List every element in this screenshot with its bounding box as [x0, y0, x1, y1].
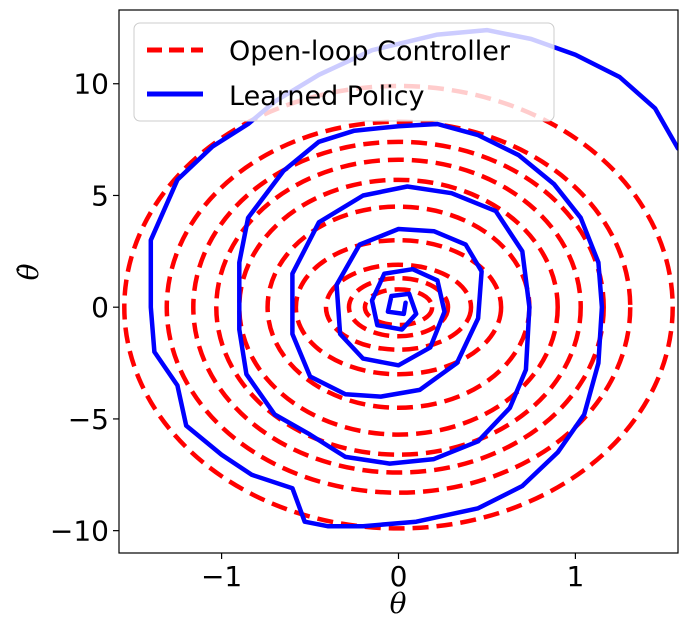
y-tick-label: 10 — [73, 68, 109, 101]
open-loop-orbit-8 — [323, 262, 474, 352]
learned-policy-trajectory — [148, 27, 678, 529]
plot-area — [122, 27, 678, 531]
legend: Open-loop Controller Learned Policy — [133, 22, 555, 122]
open-loop-orbit-10 — [362, 287, 435, 328]
x-tick-label: 1 — [566, 560, 584, 593]
legend-label-learned-policy: Learned Policy — [229, 81, 424, 112]
open-loop-orbit-3 — [191, 139, 606, 475]
y-tick-label: −5 — [68, 403, 109, 436]
y-tick-label: 5 — [91, 179, 109, 212]
y-tick-label: 0 — [91, 291, 109, 324]
y-axis-label: θ̇ — [12, 263, 45, 280]
open-loop-orbit-9 — [346, 275, 451, 339]
open-loop-orbit-6 — [265, 204, 532, 411]
x-tick-label: −1 — [201, 560, 242, 593]
open-loop-orbit-7 — [293, 237, 504, 377]
legend-box — [133, 22, 555, 122]
y-tick-label: −10 — [50, 515, 109, 548]
legend-label-open-loop: Open-loop Controller — [229, 36, 511, 67]
open-loop-orbit-1 — [122, 83, 675, 531]
x-axis-label: θ — [390, 587, 407, 620]
open-loop-orbit-2 — [164, 119, 633, 495]
open-loop-orbit-4 — [214, 157, 583, 457]
open-loop-orbit-5 — [237, 177, 560, 437]
x-tick-label: 0 — [390, 560, 408, 593]
